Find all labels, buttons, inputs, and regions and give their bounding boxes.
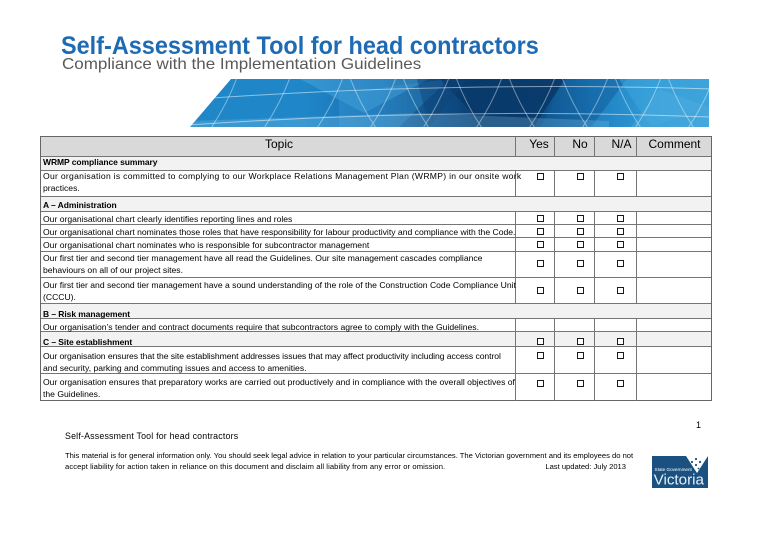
svg-text:State Government: State Government bbox=[655, 467, 693, 472]
svg-text:Victoria: Victoria bbox=[654, 472, 705, 488]
